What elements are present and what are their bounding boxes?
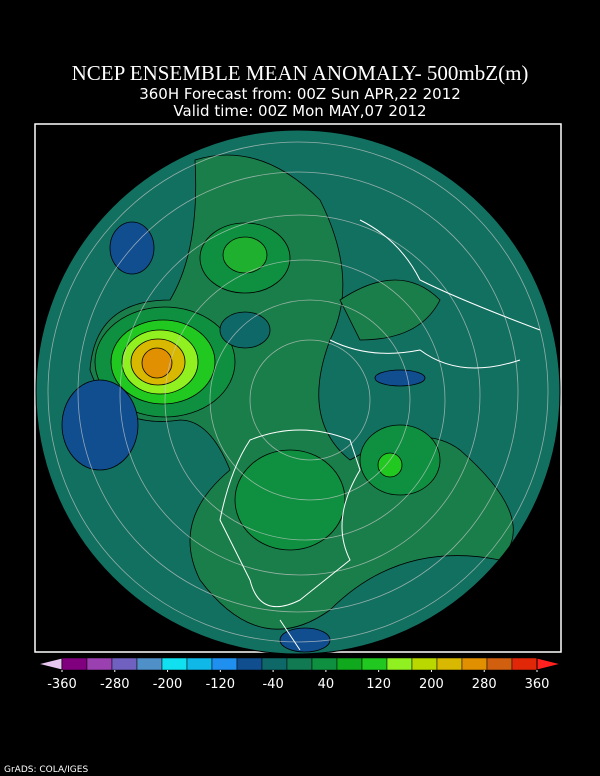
colorbar-label: 120 [366, 677, 391, 692]
colorbar-label: 280 [472, 677, 497, 692]
colorbar-label: -120 [206, 677, 236, 692]
color-swatch [286, 657, 313, 671]
colorbar: -360 -280 -200 -120 -40 40 120 200 280 360 [37, 657, 562, 692]
colorbar-label: 360 [525, 677, 550, 692]
color-swatch [461, 657, 488, 671]
title: NCEP ENSEMBLE MEAN ANOMALY- 500mbZ(m) [72, 61, 529, 85]
credit: GrADS: COLA/IGES [4, 765, 88, 775]
valid-time: Valid time: 00Z Mon MAY,07 2012 [173, 102, 426, 120]
colorbar-label: 40 [318, 677, 335, 692]
map-edge [35, 129, 561, 655]
color-swatch [111, 657, 138, 671]
color-swatch [261, 657, 288, 671]
color-swatch [86, 657, 113, 671]
color-swatch [136, 657, 163, 671]
color-swatch [411, 657, 438, 671]
colorbar-end [536, 657, 562, 671]
color-swatch [211, 657, 238, 671]
colorbar-label: -280 [100, 677, 130, 692]
colorbar-label: -360 [47, 677, 77, 692]
color-swatch [436, 657, 463, 671]
colorbar-label: -200 [153, 677, 183, 692]
color-swatch [386, 657, 413, 671]
map [36, 130, 560, 654]
color-swatch [236, 657, 263, 671]
subtitle: 360H Forecast from: 00Z Sun APR,22 2012 [139, 85, 461, 103]
colorbar-label: 200 [419, 677, 444, 692]
colorbar-end [37, 657, 63, 671]
color-swatch [311, 657, 338, 671]
color-swatch [336, 657, 363, 671]
color-swatch [361, 657, 388, 671]
colorbar-label: -40 [262, 677, 283, 692]
color-swatch [161, 657, 188, 671]
color-swatch [511, 657, 538, 671]
color-swatch [486, 657, 513, 671]
color-swatch [61, 657, 88, 671]
color-swatch [186, 657, 213, 671]
